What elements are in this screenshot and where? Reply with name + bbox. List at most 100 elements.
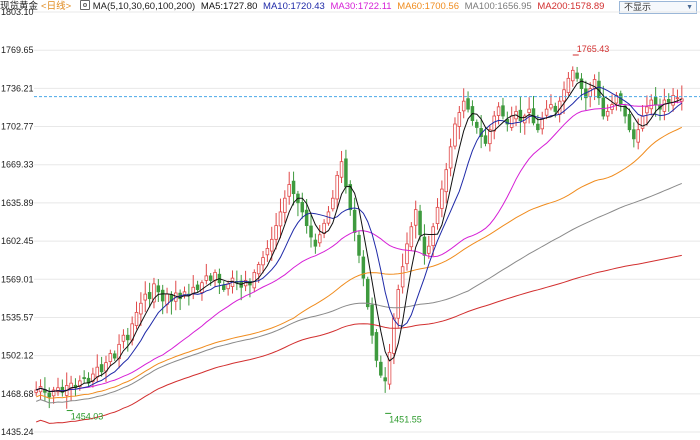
candle-body bbox=[339, 161, 344, 178]
candle-body bbox=[126, 334, 130, 341]
candle-body bbox=[269, 238, 274, 252]
candle-body bbox=[121, 334, 126, 342]
candle-body bbox=[112, 353, 117, 359]
candle-body bbox=[509, 115, 514, 128]
ma30-value: MA30:1722.11 bbox=[330, 1, 392, 12]
candle-body bbox=[256, 264, 261, 275]
candle-body bbox=[78, 380, 82, 387]
candle-body bbox=[56, 387, 60, 393]
candle-body bbox=[627, 114, 632, 131]
y-tick-label: 1602.45 bbox=[1, 236, 34, 246]
candle-body bbox=[261, 257, 265, 266]
candle-body bbox=[632, 129, 636, 140]
candle-body bbox=[562, 89, 566, 102]
y-tick-label: 1669.33 bbox=[1, 160, 34, 170]
settings-icon[interactable] bbox=[79, 0, 90, 10]
y-tick-label: 1468.68 bbox=[1, 389, 34, 399]
candle-body bbox=[405, 243, 409, 265]
candle-body bbox=[396, 289, 401, 319]
candle-body bbox=[200, 282, 204, 293]
candle-body bbox=[300, 202, 305, 213]
candle-body bbox=[331, 197, 335, 210]
candle-body bbox=[653, 96, 658, 105]
candle-body bbox=[147, 292, 152, 300]
candle-body bbox=[357, 234, 361, 256]
candle-body bbox=[348, 184, 353, 211]
ma60-line bbox=[36, 126, 683, 399]
candle-body bbox=[649, 99, 654, 110]
candle-body bbox=[361, 256, 366, 279]
candle-body bbox=[287, 184, 291, 197]
y-tick-label: 1736.21 bbox=[1, 83, 34, 93]
ma5-value: MA5:1727.80 bbox=[200, 1, 258, 12]
candle-body bbox=[265, 248, 270, 256]
ma100-value: MA100:1656.95 bbox=[464, 1, 532, 12]
ma-params[interactable]: MA(5,10,30,60,100,200) bbox=[92, 1, 196, 12]
candle-body bbox=[483, 135, 488, 144]
candle-body bbox=[278, 211, 283, 227]
candle-body bbox=[636, 129, 640, 143]
candle-body bbox=[518, 109, 523, 121]
candle-body bbox=[195, 284, 200, 290]
candle-body bbox=[544, 108, 549, 116]
candle-body bbox=[501, 105, 505, 117]
ma5-line bbox=[36, 80, 683, 393]
candle-body bbox=[671, 95, 675, 106]
candle-body bbox=[457, 112, 462, 127]
candle-body bbox=[540, 117, 544, 130]
candle-body bbox=[108, 353, 113, 362]
candle-body bbox=[527, 108, 531, 114]
y-tick-label: 1635.89 bbox=[1, 198, 34, 208]
candle-body bbox=[374, 332, 379, 361]
candle-body bbox=[461, 100, 466, 112]
candle-body bbox=[675, 97, 680, 100]
period-label[interactable]: <日线> bbox=[41, 1, 72, 12]
candle-body bbox=[379, 361, 383, 376]
candle-body bbox=[400, 266, 405, 288]
candle-body bbox=[283, 197, 287, 213]
hide-indicator-dropdown[interactable]: 不显示 ▼ bbox=[619, 1, 697, 14]
candle-body bbox=[208, 275, 213, 281]
candle-body bbox=[344, 158, 348, 188]
candle-body bbox=[645, 106, 649, 114]
candle-body bbox=[99, 364, 104, 373]
candle-body bbox=[204, 275, 209, 281]
candle-body bbox=[505, 119, 510, 125]
candle-body bbox=[435, 206, 440, 224]
candle-body bbox=[566, 77, 571, 93]
candle-body bbox=[444, 169, 449, 193]
candle-body bbox=[392, 317, 396, 354]
candle-body bbox=[322, 222, 326, 234]
ma200-value: MA200:1578.89 bbox=[537, 1, 605, 12]
candle-body bbox=[492, 115, 496, 132]
candle-body bbox=[370, 304, 374, 336]
candle-body bbox=[160, 289, 165, 302]
candle-body bbox=[95, 366, 100, 378]
candle-body bbox=[313, 239, 318, 247]
candle-body bbox=[139, 302, 143, 315]
candle-body bbox=[352, 209, 357, 233]
candle-body bbox=[317, 234, 322, 244]
ma60-value: MA60:1700.56 bbox=[397, 1, 459, 12]
ma100-line bbox=[36, 182, 682, 404]
candle-body bbox=[335, 174, 339, 200]
candle-body bbox=[448, 146, 453, 169]
candle-body bbox=[413, 209, 418, 226]
candle-body bbox=[309, 225, 313, 238]
hide-indicator-label: 不显示 bbox=[624, 2, 652, 12]
candle-body bbox=[34, 389, 38, 393]
candle-body bbox=[440, 188, 444, 209]
candle-body bbox=[47, 392, 52, 398]
candle-body bbox=[383, 377, 387, 382]
price-annotation: 1454.03 bbox=[71, 412, 104, 422]
y-tick-label: 1502.12 bbox=[1, 351, 34, 361]
candle-body bbox=[496, 106, 501, 116]
candle-body bbox=[82, 377, 86, 380]
y-tick-label: 1569.01 bbox=[1, 274, 34, 284]
y-tick-label: 1535.57 bbox=[1, 312, 34, 322]
y-tick-label: 1435.24 bbox=[1, 427, 34, 437]
instrument-name: 现货黄金 bbox=[0, 1, 39, 12]
y-tick-label: 1702.77 bbox=[1, 122, 34, 132]
candle-body bbox=[601, 97, 606, 117]
